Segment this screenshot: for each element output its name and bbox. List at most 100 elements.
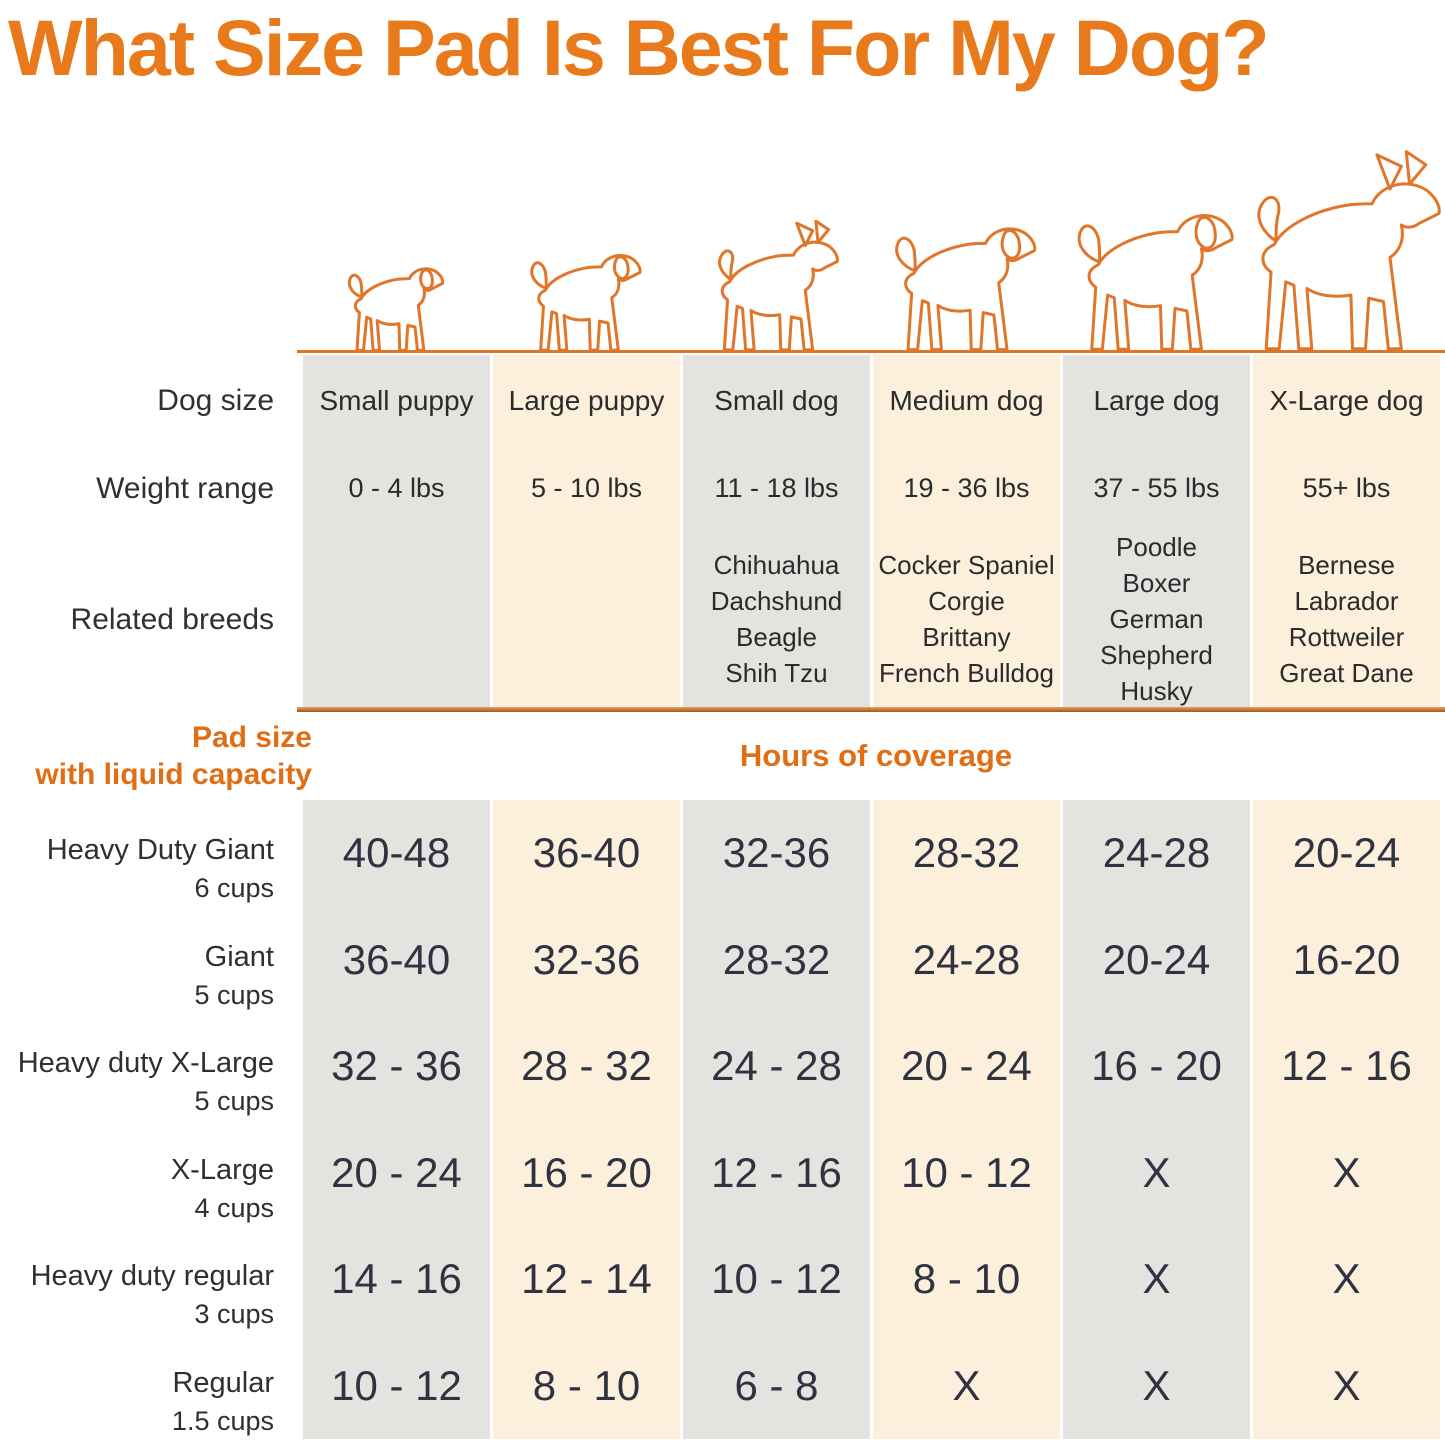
hours-cell: 28-32 [873, 800, 1060, 907]
breed-name: Corgie [928, 586, 1005, 617]
hours-cell: X [1063, 1119, 1250, 1226]
hours-cell: 36-40 [493, 800, 680, 907]
pad-size-header-line2: with liquid capacity [35, 758, 312, 791]
hours-cell: 20 - 24 [873, 1013, 1060, 1120]
hours-cell: 16-20 [1253, 906, 1440, 1013]
dog-size-cell: Small puppy [303, 355, 490, 447]
breed-name: Chihuahua [713, 550, 840, 581]
pad-row-label: Heavy duty regular 3 cups [0, 1226, 300, 1333]
hours-cell: 6 - 8 [683, 1332, 870, 1439]
breed-name: Poodle [1116, 532, 1197, 563]
hours-cell: 28 - 32 [493, 1013, 680, 1120]
ground-line [297, 350, 1445, 353]
section-divider-line [297, 707, 1445, 712]
hours-cell: X [1063, 1332, 1250, 1439]
breed-name: Brittany [922, 622, 1011, 652]
dog-size-row-label: Dog size [157, 384, 274, 417]
dog-size-cell: Small dog [683, 355, 870, 447]
related-breeds-cell [493, 530, 680, 710]
weight-range-cell: 0 - 4 lbs [303, 447, 490, 530]
pad-name: Heavy duty regular [30, 1260, 274, 1293]
pad-capacity: 1.5 cups [171, 1405, 274, 1436]
weight-range-row-label: Weight range [96, 471, 274, 505]
breed-name: Labrador [1294, 586, 1399, 617]
hours-cell: 10 - 12 [873, 1119, 1060, 1226]
hours-cell: 10 - 12 [303, 1332, 490, 1439]
hours-of-coverage-header: Hours of coverage [739, 738, 1013, 773]
hours-cell: 20-24 [1063, 906, 1250, 1013]
related-breeds-cell: Bernese Labrador Rottweiler Great Dane [1253, 530, 1440, 710]
hours-of-coverage-table: Heavy Duty Giant 6 cups 40-48 36-40 32-36 28-… [0, 800, 1440, 1439]
pad-name: X-Large [170, 1153, 274, 1186]
pad-row-label: Heavy Duty Giant 6 cups [0, 800, 300, 907]
breed-name: Boxer [1122, 568, 1191, 599]
related-breeds-cell: Poodle Boxer German Shepherd Husky [1063, 530, 1250, 710]
x-large-dog-icon [1232, 150, 1445, 352]
hours-cell: 32-36 [683, 800, 870, 907]
hours-cell: X [1253, 1332, 1440, 1439]
hours-cell: 16 - 20 [493, 1119, 680, 1226]
weight-range-cell: 5 - 10 lbs [493, 447, 680, 530]
small-dog-icon [702, 220, 851, 352]
hours-cell: 16 - 20 [1063, 1013, 1250, 1120]
pad-name: Heavy duty X-Large [17, 1047, 274, 1080]
related-breeds-row-label: Related breeds [70, 603, 274, 636]
pad-capacity: 3 cups [194, 1299, 274, 1330]
hours-cell: 8 - 10 [493, 1332, 680, 1439]
pad-capacity: 6 cups [194, 873, 274, 904]
hours-cell: X [1253, 1226, 1440, 1333]
hours-cell: X [1063, 1226, 1250, 1333]
breed-name: Bernese [1298, 550, 1395, 581]
breed-name: German Shepherd [1100, 604, 1213, 670]
related-breeds-cell [303, 530, 490, 710]
breed-name: Rottweiler [1288, 622, 1405, 652]
hours-cell: X [873, 1332, 1060, 1439]
pad-size-column-header: Pad size with liquid capacity [0, 719, 312, 794]
hours-cell: 40-48 [303, 800, 490, 907]
breed-name: Cocker Spaniel [878, 550, 1055, 581]
dog-size-cell: Large dog [1063, 355, 1250, 447]
breed-name: French Bulldog [879, 657, 1054, 688]
breed-name: Great Dane [1279, 657, 1414, 688]
hours-cell: 36-40 [303, 906, 490, 1013]
hours-cell: 20 - 24 [303, 1119, 490, 1226]
pad-row-label: Giant 5 cups [0, 907, 300, 1014]
large-puppy-icon [521, 236, 652, 352]
related-breeds-cell: Chihuahua Dachshund Beagle Shih Tzu [683, 530, 870, 710]
breed-name: Husky [1120, 675, 1193, 706]
hours-cell: 24-28 [1063, 800, 1250, 907]
medium-dog-icon [883, 204, 1050, 352]
hours-cell: X [1253, 1119, 1440, 1226]
hours-cell: 20-24 [1253, 800, 1440, 907]
hours-cell: 28-32 [683, 906, 870, 1013]
pad-name: Heavy Duty Giant [46, 834, 274, 867]
hours-cell: 24-28 [873, 906, 1060, 1013]
hours-cell: 32-36 [493, 906, 680, 1013]
related-breeds-cell: Cocker Spaniel Corgie Brittany French Bulld… [873, 530, 1060, 710]
dog-size-cell: X-Large dog [1253, 355, 1440, 447]
dog-info-table: Dog size Small puppy Large puppy Small dog M… [0, 355, 1440, 710]
pad-capacity: 4 cups [194, 1192, 274, 1223]
hours-cell: 8 - 10 [873, 1226, 1060, 1333]
dog-size-cell: Medium dog [873, 355, 1060, 447]
weight-range-cell: 11 - 18 lbs [683, 447, 870, 530]
hours-cell: 14 - 16 [303, 1226, 490, 1333]
pad-capacity: 5 cups [194, 1086, 274, 1117]
weight-range-cell: 19 - 36 lbs [873, 447, 1060, 530]
hours-cell: 32 - 36 [303, 1013, 490, 1120]
small-puppy-icon [340, 252, 453, 352]
hours-cell: 12 - 16 [683, 1119, 870, 1226]
pad-row-label: Heavy duty X-Large 5 cups [0, 1013, 300, 1120]
pad-name: Giant [204, 940, 274, 973]
pad-size-header-line1: Pad size [191, 720, 312, 754]
weight-range-cell: 37 - 55 lbs [1063, 447, 1250, 530]
large-dog-icon [1064, 188, 1249, 352]
hours-cell: 12 - 16 [1253, 1013, 1440, 1120]
hours-cell: 10 - 12 [683, 1226, 870, 1333]
page-title: What Size Pad Is Best For My Dog? [8, 3, 1270, 92]
breed-name: Dachshund [710, 586, 843, 617]
breed-name: Beagle [736, 622, 817, 652]
pad-size-header-band: Pad size with liquid capacity Hours of c… [0, 712, 1440, 800]
hours-cell: 24 - 28 [683, 1013, 870, 1120]
hours-cell: 12 - 14 [493, 1226, 680, 1333]
